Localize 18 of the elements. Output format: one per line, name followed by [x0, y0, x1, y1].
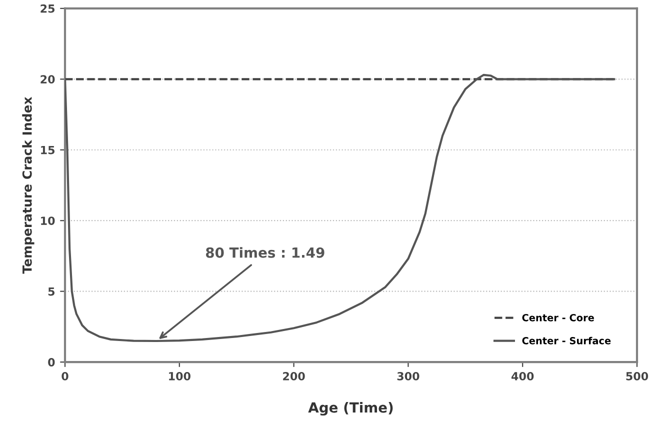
- y-tick-label: 5: [48, 287, 54, 296]
- y-axis-title: Temperature Crack Index: [22, 96, 34, 274]
- x-tick-label: 200: [283, 372, 305, 380]
- y-tick-label: 20: [40, 75, 55, 84]
- y-tick-label: 25: [40, 4, 54, 13]
- legend-label: Center - Surface: [522, 336, 611, 344]
- x-axis-title: Age (Time): [308, 402, 393, 416]
- annotation: 80 Times : 1.49: [206, 247, 324, 258]
- legend-label: Center - Core: [522, 314, 594, 322]
- x-tick-label: 500: [626, 372, 648, 380]
- x-tick-label: 300: [397, 372, 420, 380]
- x-tick-label: 100: [169, 372, 190, 380]
- y-tick-label: 15: [41, 146, 54, 154]
- y-tick-label: 0: [48, 358, 55, 366]
- x-tick-label: 0: [62, 372, 68, 380]
- y-tick-label: 10: [41, 216, 55, 225]
- line-series: [65, 74, 616, 342]
- x-tick-label: 400: [512, 372, 534, 380]
